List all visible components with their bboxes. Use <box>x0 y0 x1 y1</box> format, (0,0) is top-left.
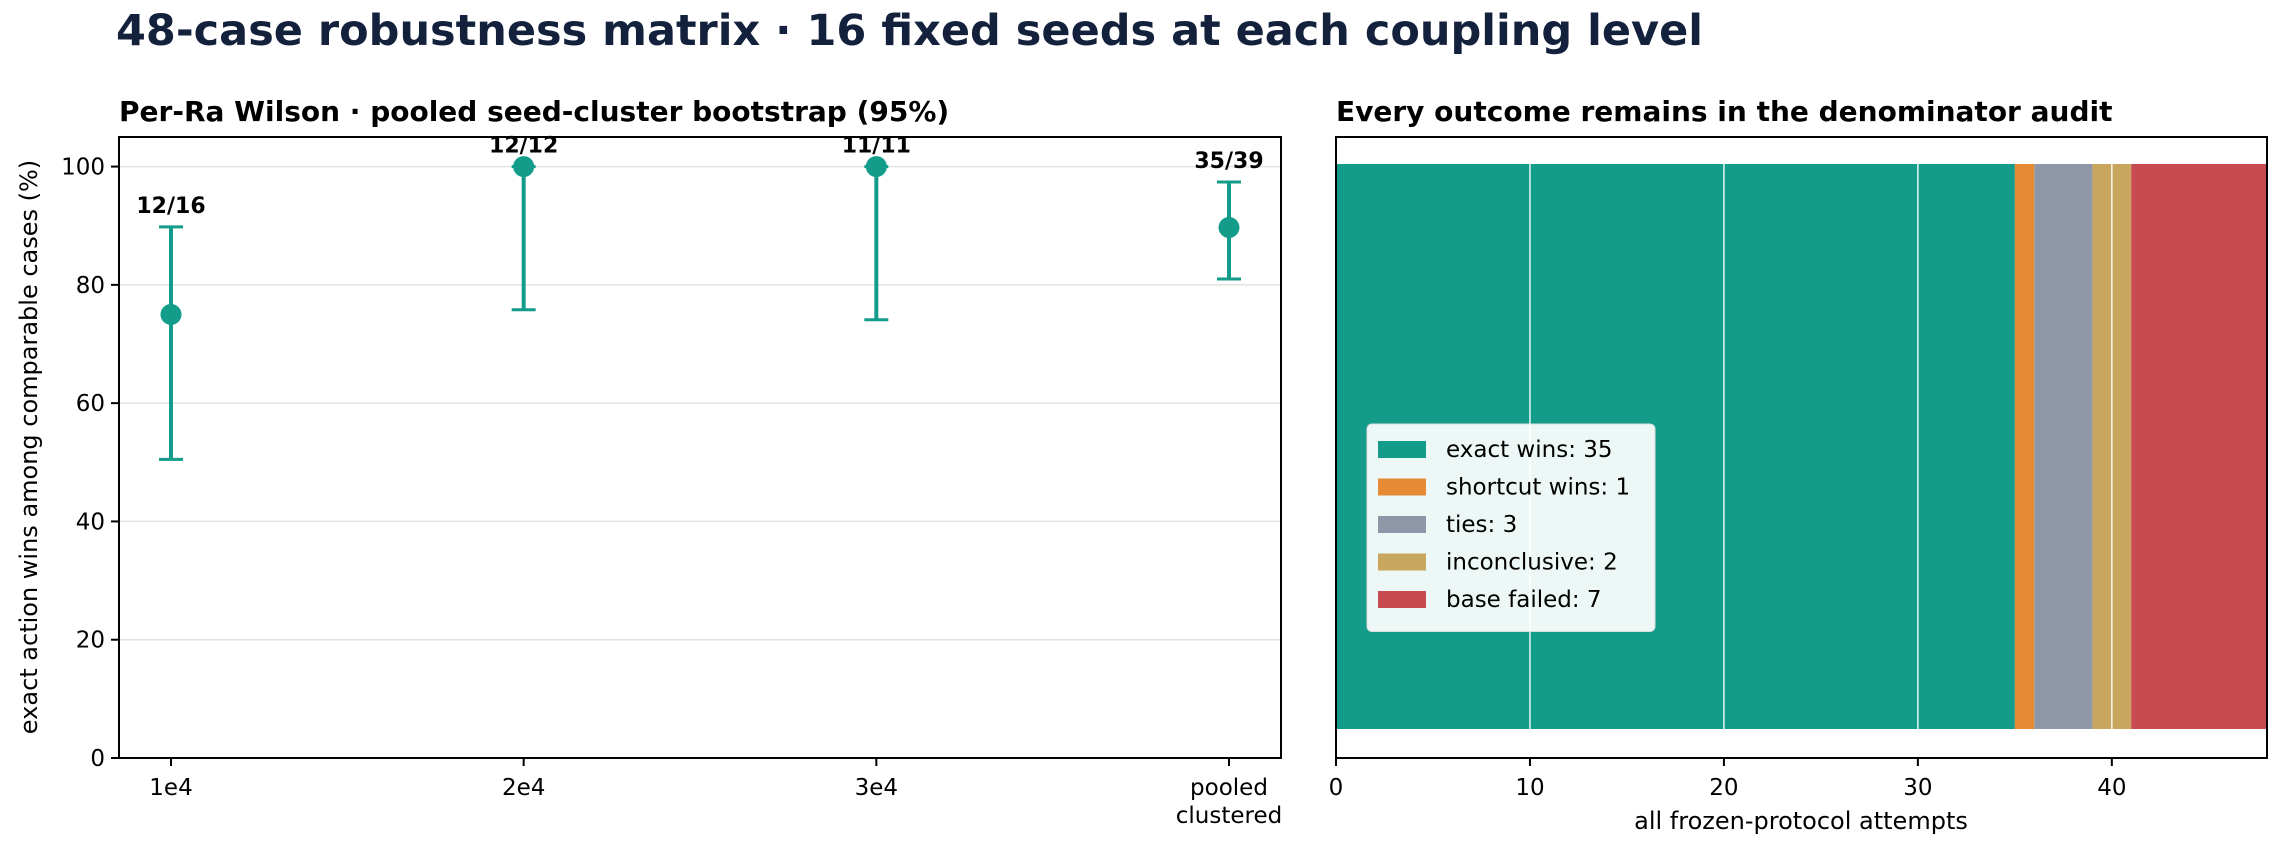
legend-swatch <box>1378 478 1426 496</box>
legend-label: exact wins: 35 <box>1446 437 1613 463</box>
data-point <box>1218 216 1240 238</box>
left-x-axis: 1e4 2e4 3e4 pooled clustered <box>149 758 1282 829</box>
legend-label: inconclusive: 2 <box>1446 550 1618 576</box>
bar-segment <box>2034 164 2093 729</box>
data-point <box>160 303 182 325</box>
x-tick-label-line: clustered <box>1176 803 1282 829</box>
legend-label: ties: 3 <box>1446 512 1517 538</box>
left-y-axis: 0 20 40 60 80 100 <box>61 155 119 772</box>
legend-swatch <box>1378 553 1426 571</box>
x-tick-label: 10 <box>1515 775 1544 801</box>
legend-swatch <box>1378 591 1426 608</box>
bar-segment <box>2014 164 2035 729</box>
right-x-axis: 0 10 20 30 40 <box>1329 758 2126 801</box>
x-tick-label: 20 <box>1709 775 1738 801</box>
y-tick-label: 20 <box>76 628 105 654</box>
figure-title: 48-case robustness matrix · 16 fixed see… <box>116 6 1703 56</box>
x-tick-label: 40 <box>2097 775 2126 801</box>
right-chart-title: Every outcome remains in the denominator… <box>1336 95 2112 128</box>
bar-segment <box>2131 164 2267 729</box>
legend-swatch <box>1378 516 1426 533</box>
y-tick-label: 40 <box>76 509 105 535</box>
legend-label: base failed: 7 <box>1446 587 1602 613</box>
x-tick-label-line: pooled <box>1190 775 1268 801</box>
legend-box <box>1366 423 1656 632</box>
y-tick-label: 100 <box>61 155 105 181</box>
x-tick-label-line: 1e4 <box>149 775 192 801</box>
x-tick-label: pooled clustered <box>1176 775 1282 829</box>
x-tick-label: 30 <box>1903 775 1932 801</box>
right-legend: exact wins: 35 shortcut wins: 1 ties: 3 inc… <box>1366 423 1656 632</box>
y-tick-label: 60 <box>76 391 105 417</box>
left-y-axis-label: exact action wins among comparable cases… <box>15 160 43 734</box>
right-chart: Every outcome remains in the denominator… <box>1329 95 2268 835</box>
data-point <box>865 156 887 178</box>
left-plot-frame <box>118 136 1282 759</box>
y-tick-label: 0 <box>90 746 105 772</box>
right-x-axis-label: all frozen-protocol attempts <box>1634 807 1968 835</box>
x-tick-label: 3e4 <box>855 775 898 801</box>
data-point <box>513 156 535 178</box>
right-plot-frame <box>1335 136 2268 759</box>
y-tick-label: 80 <box>76 273 105 299</box>
legend-label: shortcut wins: 1 <box>1446 475 1630 501</box>
left-y-gridlines <box>119 165 1281 759</box>
x-tick-label: 0 <box>1329 775 1344 801</box>
x-tick-label-line: 2e4 <box>502 775 545 801</box>
data-label: 12/16 <box>136 194 205 219</box>
left-chart: Per-Ra Wilson · pooled seed-cluster boot… <box>15 95 1282 829</box>
data-label: 35/39 <box>1194 149 1263 174</box>
x-tick-label: 1e4 <box>149 775 192 801</box>
x-tick-label: 2e4 <box>502 775 545 801</box>
legend-swatch <box>1378 441 1426 458</box>
left-chart-title: Per-Ra Wilson · pooled seed-cluster boot… <box>119 95 949 128</box>
x-tick-label-line: 3e4 <box>855 775 898 801</box>
